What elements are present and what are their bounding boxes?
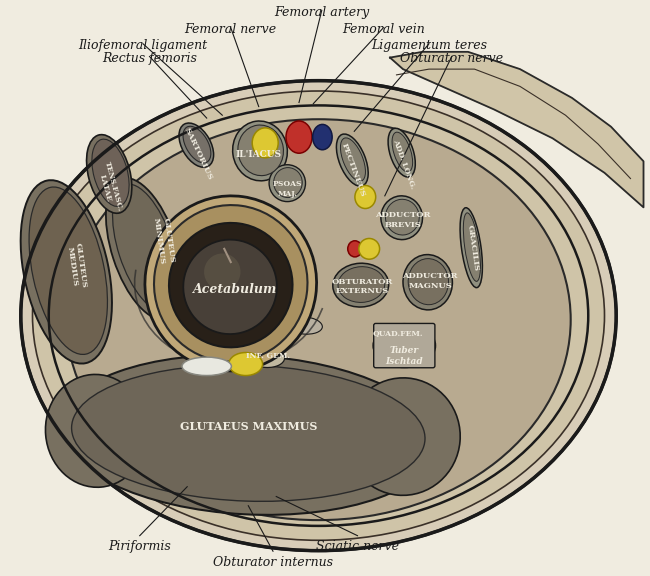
Ellipse shape: [32, 91, 604, 540]
Text: Tuber
Ischtad: Tuber Ischtad: [385, 346, 423, 366]
Text: ADDUCTOR
BREVIS: ADDUCTOR BREVIS: [375, 211, 431, 229]
Text: Piriformis: Piriformis: [109, 540, 171, 554]
Ellipse shape: [233, 121, 287, 181]
Text: Obturator internus: Obturator internus: [213, 556, 333, 569]
Ellipse shape: [169, 223, 292, 347]
Ellipse shape: [408, 259, 448, 305]
Text: TENS.FASC.
LATAE: TENS.FASC. LATAE: [94, 160, 124, 214]
Ellipse shape: [145, 196, 317, 371]
Ellipse shape: [204, 253, 240, 290]
Ellipse shape: [179, 123, 214, 167]
Ellipse shape: [359, 238, 380, 259]
Text: PSOAS
MAJ.: PSOAS MAJ.: [272, 180, 302, 198]
Ellipse shape: [337, 134, 368, 186]
Ellipse shape: [60, 355, 437, 515]
Ellipse shape: [269, 165, 305, 202]
Ellipse shape: [392, 132, 413, 172]
Ellipse shape: [403, 255, 452, 310]
Ellipse shape: [355, 185, 376, 209]
Ellipse shape: [274, 168, 302, 198]
Ellipse shape: [106, 178, 183, 320]
Ellipse shape: [252, 128, 278, 158]
Ellipse shape: [66, 119, 571, 520]
Text: Femoral vein: Femoral vein: [342, 23, 425, 36]
Text: GRACILIS: GRACILIS: [466, 224, 480, 271]
Ellipse shape: [346, 378, 460, 495]
Ellipse shape: [21, 81, 616, 551]
Text: OBTURATOR
EXTERNUS: OBTURATOR EXTERNUS: [332, 278, 393, 295]
Ellipse shape: [463, 213, 480, 281]
Text: GLUTEUS
MEDIUS: GLUTEUS MEDIUS: [65, 242, 88, 290]
Ellipse shape: [286, 121, 312, 153]
Ellipse shape: [46, 374, 147, 487]
Text: GLUTAEUS MAXIMUS: GLUTAEUS MAXIMUS: [179, 420, 317, 432]
Ellipse shape: [381, 196, 422, 240]
Ellipse shape: [229, 353, 263, 376]
Ellipse shape: [338, 267, 385, 302]
Ellipse shape: [112, 184, 179, 311]
Text: Iliofemoral ligament: Iliofemoral ligament: [79, 39, 207, 52]
Ellipse shape: [333, 263, 389, 307]
Ellipse shape: [72, 365, 425, 501]
Ellipse shape: [248, 347, 285, 367]
Ellipse shape: [238, 125, 283, 176]
Text: GLUTEUS
MINIMUS: GLUTEUS MINIMUS: [152, 216, 176, 266]
Ellipse shape: [183, 126, 211, 163]
Ellipse shape: [154, 205, 307, 362]
Text: Ligamentum teres: Ligamentum teres: [371, 39, 487, 52]
Text: ADDUCTOR
MAGNUS: ADDUCTOR MAGNUS: [402, 272, 458, 290]
Ellipse shape: [373, 324, 436, 367]
Ellipse shape: [29, 187, 107, 354]
Ellipse shape: [21, 180, 112, 363]
Ellipse shape: [348, 241, 362, 257]
Text: Acetabulum: Acetabulum: [193, 283, 278, 295]
Ellipse shape: [92, 139, 129, 206]
Text: IL'IACUS: IL'IACUS: [236, 150, 281, 159]
Ellipse shape: [182, 357, 231, 376]
FancyBboxPatch shape: [374, 324, 435, 367]
Text: Sciatic nerve: Sciatic nerve: [316, 540, 399, 554]
Text: QUAD.FEM.: QUAD.FEM.: [372, 329, 423, 337]
Ellipse shape: [385, 199, 419, 235]
Ellipse shape: [183, 240, 277, 334]
Ellipse shape: [388, 128, 415, 177]
Text: INF. GEM.: INF. GEM.: [246, 352, 290, 360]
Ellipse shape: [313, 124, 332, 150]
Text: Obturator nerve: Obturator nerve: [400, 52, 503, 65]
Text: SARTORIUS: SARTORIUS: [183, 127, 214, 182]
Ellipse shape: [460, 208, 482, 287]
Text: PECTINEUS: PECTINEUS: [339, 142, 367, 198]
Ellipse shape: [86, 135, 132, 213]
Text: ADD. LONG.: ADD. LONG.: [391, 138, 417, 190]
Polygon shape: [390, 52, 644, 207]
Text: Femoral nerve: Femoral nerve: [185, 23, 277, 36]
Ellipse shape: [286, 317, 322, 334]
Text: Rectus femoris: Rectus femoris: [102, 52, 197, 65]
Ellipse shape: [341, 138, 365, 181]
Text: Femoral artery: Femoral artery: [274, 6, 369, 19]
